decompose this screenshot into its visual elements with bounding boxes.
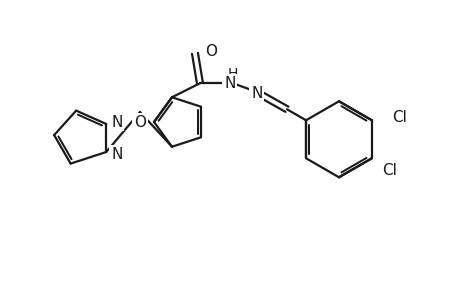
Text: N: N (111, 146, 123, 161)
Text: N: N (224, 76, 235, 91)
Text: O: O (134, 115, 146, 130)
Text: Cl: Cl (391, 110, 406, 125)
Text: Cl: Cl (381, 163, 396, 178)
Text: N: N (251, 86, 262, 101)
Text: N: N (111, 115, 123, 130)
Text: H: H (227, 67, 238, 81)
Text: O: O (205, 44, 217, 59)
